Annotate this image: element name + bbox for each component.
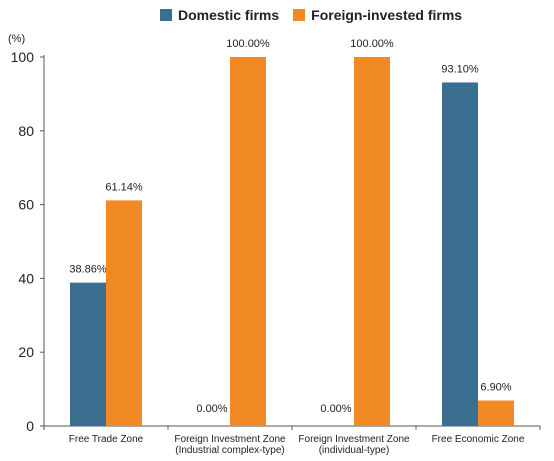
y-tick-label: 100 [11,49,35,65]
bar-value-label: 100.00% [350,38,394,50]
bar-value-label: 38.86% [69,264,107,276]
x-category-label: Foreign Investment Zone (individual-type) [298,434,410,456]
x-category-label: Foreign Investment Zone (Industrial compl… [174,434,286,456]
bar-foreign [478,400,514,426]
legend-label-domestic: Domestic firms [178,7,280,23]
bar-foreign [230,57,266,426]
bar-domestic [442,82,478,426]
bar-value-label: 0.00% [196,403,227,415]
bar-value-label: 61.14% [105,181,143,193]
bar-foreign [354,57,390,426]
y-tick-label: 20 [18,344,34,360]
bar-domestic [70,282,106,426]
y-tick-label: 60 [18,197,34,213]
bar-value-label: 100.00% [226,38,270,50]
y-axis-unit-label: (%) [8,33,26,45]
y-tick-label: 0 [26,418,34,434]
x-category-label: Free Trade Zone [69,434,144,445]
legend-label-foreign: Foreign-invested firms [311,7,463,23]
legend-swatch-domestic [160,9,172,21]
bar-value-label: 93.10% [441,63,479,75]
bar-value-label: 6.90% [480,382,511,394]
bar-foreign [106,200,142,426]
legend-item-foreign: Foreign-invested firms [293,7,462,23]
y-tick-label: 40 [18,270,34,286]
legend-swatch-foreign [293,9,306,21]
chart-legend: Domestic firms Foreign-invested firms [160,7,462,23]
bar-value-label: 0.00% [320,403,351,415]
x-category-label: Free Economic Zone [432,434,525,445]
y-tick-label: 80 [18,123,34,139]
legend-item-domestic: Domestic firms [160,7,279,23]
